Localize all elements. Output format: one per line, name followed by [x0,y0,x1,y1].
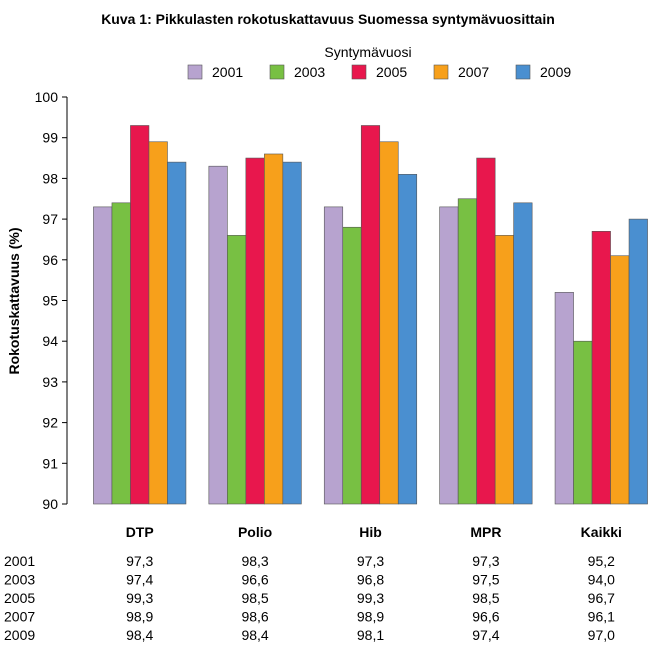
y-tick-label: 95 [42,293,58,309]
table-cell: 98,3 [241,553,268,569]
x-category-label: MPR [470,524,501,540]
legend-swatch-2001 [187,64,203,80]
y-tick-label: 93 [42,374,58,390]
legend-swatch-2005 [351,64,367,80]
legend-label-2001: 2001 [212,64,243,80]
table-row-header: 2001 [4,553,35,569]
legend-swatch-2003 [269,64,285,80]
table-cell: 97,5 [472,572,499,588]
legend-label-2003: 2003 [294,64,325,80]
bar-2005-kaikki [591,231,611,505]
bar-2007-dtp [148,141,168,505]
table-cell: 98,5 [472,590,499,606]
bar-2001-polio [208,165,228,505]
y-axis-label: Rokotuskattavuus (%) [6,227,22,374]
legend-label-2005: 2005 [376,64,407,80]
table-row: 2009 98,4 98,4 98,1 97,4 97,0 [4,627,615,643]
bar-2001-kaikki [554,292,574,505]
bar-2009-kaikki [628,218,648,505]
table-cell: 98,4 [241,627,268,643]
table-cell: 95,2 [588,553,615,569]
table-row-header: 2007 [4,609,35,625]
x-category-label: Kaikki [581,524,622,540]
bar-2003-hib [342,226,362,505]
table-cell: 99,3 [126,590,153,606]
table-cell: 98,9 [357,609,384,625]
bar-2005-mpr [476,157,496,505]
y-axis: 90 91 92 93 94 95 96 97 98 99 100 [35,89,68,512]
bar-2007-mpr [494,235,514,505]
table-cell: 97,3 [126,553,153,569]
table-cell: 98,9 [126,609,153,625]
bar-2007-hib [379,141,399,505]
bar-2003-polio [227,235,247,505]
bar-2001-dtp [93,206,113,505]
y-tick-label: 94 [42,333,58,349]
table-cell: 98,1 [357,627,384,643]
legend-swatch-2009 [515,64,531,80]
y-tick-label: 90 [42,496,58,512]
table-row-header: 2005 [4,590,35,606]
bar-2009-polio [282,161,302,505]
legend-label-2007: 2007 [458,64,489,80]
data-table: 2001 97,3 98,3 97,3 97,3 95,2 2003 97,4 96,6 96,8… [4,553,615,643]
y-tick-label: 99 [42,130,58,146]
table-row: 2007 98,9 98,6 98,9 96,6 96,1 [4,609,615,625]
table-cell: 97,4 [472,627,499,643]
bar-2005-hib [360,125,381,505]
table-row: 2005 99,3 98,5 99,3 98,5 96,7 [4,590,615,606]
table-row-header: 2003 [4,572,35,588]
bar-2001-hib [323,206,344,505]
x-category-label: Polio [238,524,272,540]
bar-2007-polio [264,153,284,505]
table-cell: 96,8 [357,572,384,588]
table-cell: 97,4 [126,572,153,588]
table-cell: 99,3 [357,590,384,606]
bar-2003-mpr [457,198,477,505]
y-tick-label: 100 [35,89,59,105]
table-row-header: 2009 [4,627,35,643]
table-cell: 96,6 [472,609,499,625]
bar-2005-dtp [130,125,150,505]
table-cell: 97,3 [472,553,499,569]
bar-2009-dtp [167,161,187,505]
table-cell: 98,6 [241,609,268,625]
table-cell: 96,1 [588,609,615,625]
x-axis: DTP Polio Hib MPR Kaikki [126,524,622,540]
table-row: 2001 97,3 98,3 97,3 97,3 95,2 [4,553,615,569]
table-cell: 97,0 [588,627,615,643]
table-cell: 97,3 [357,553,384,569]
y-tick-label: 92 [42,415,58,431]
x-category-label: DTP [126,524,154,540]
table-cell: 98,4 [126,627,153,643]
table-cell: 96,7 [588,590,615,606]
bar-2001-mpr [439,206,459,505]
y-tick-label: 91 [42,455,58,471]
legend: 2001 2003 2005 2007 2009 [187,64,571,80]
table-cell: 96,6 [241,572,268,588]
bar-2009-mpr [513,202,533,505]
table-row: 2003 97,4 96,6 96,8 97,5 94,0 [4,572,615,588]
y-tick-label: 96 [42,252,58,268]
legend-label-2009: 2009 [540,64,571,80]
bars [93,125,648,505]
table-cell: 98,5 [241,590,268,606]
y-tick-label: 98 [42,170,58,186]
y-tick-label: 97 [42,211,58,227]
bar-2005-polio [245,157,265,505]
chart-title: Kuva 1: Pikkulasten rokotuskattavuus Suo… [101,11,555,27]
bar-2003-kaikki [573,340,593,505]
bar-2003-dtp [111,202,131,505]
legend-title: Syntymävuosi [324,44,411,60]
table-cell: 94,0 [588,572,615,588]
x-category-label: Hib [359,524,382,540]
legend-swatch-2007 [433,64,449,80]
bar-2009-hib [397,174,418,505]
bar-2007-kaikki [610,255,630,505]
